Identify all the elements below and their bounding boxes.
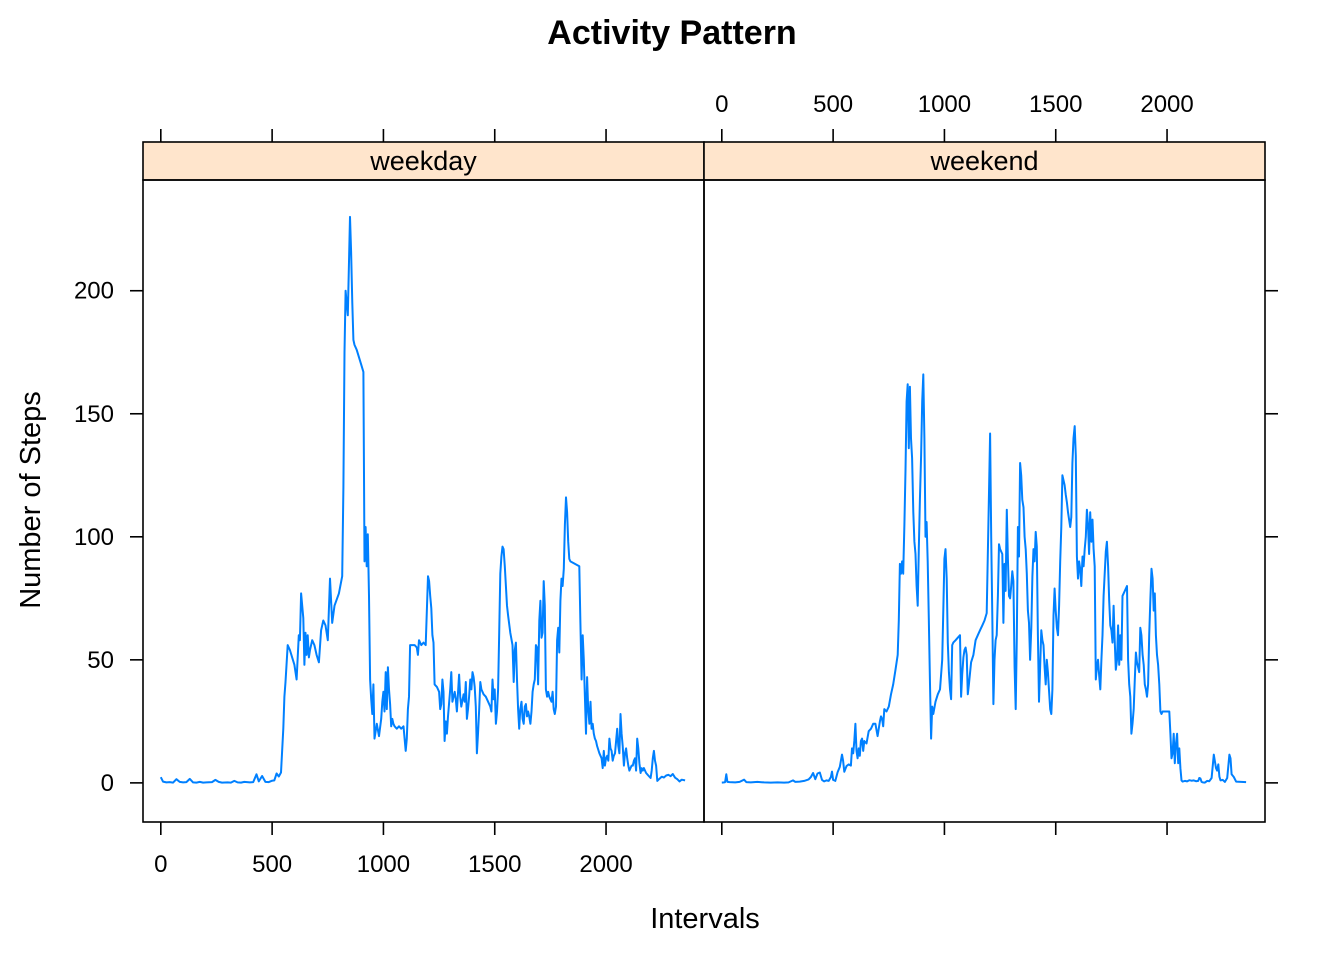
x-tick-label: 0 — [715, 91, 728, 118]
x-tick-label: 1000 — [918, 91, 971, 118]
y-tick-label: 0 — [101, 770, 114, 797]
x-tick-label: 500 — [252, 851, 292, 878]
x-tick-label: 1000 — [357, 851, 410, 878]
strip-weekend — [703, 141, 1266, 181]
strip-label-weekday: weekday — [369, 146, 477, 176]
strip-weekday — [142, 141, 705, 181]
x-tick-label: 500 — [813, 91, 853, 118]
y-tick-label: 200 — [74, 278, 114, 305]
y-axis-label: Number of Steps — [15, 391, 47, 609]
panel-frame-weekend — [703, 179, 1266, 823]
strip-label-weekend: weekend — [929, 146, 1038, 176]
series-line-weekend — [721, 373, 1247, 784]
chart-title: Activity Pattern — [547, 14, 796, 52]
x-tick-label: 2000 — [579, 851, 632, 878]
x-tick-label: 1500 — [468, 851, 521, 878]
x-tick-label: 1500 — [1029, 91, 1082, 118]
y-tick-label: 100 — [74, 524, 114, 551]
y-tick-label: 150 — [74, 401, 114, 428]
series-line-weekday — [159, 215, 686, 784]
x-axis-label: Intervals — [650, 903, 760, 935]
y-tick-label: 50 — [87, 647, 114, 674]
x-tick-label: 0 — [154, 851, 167, 878]
x-tick-label: 2000 — [1140, 91, 1193, 118]
